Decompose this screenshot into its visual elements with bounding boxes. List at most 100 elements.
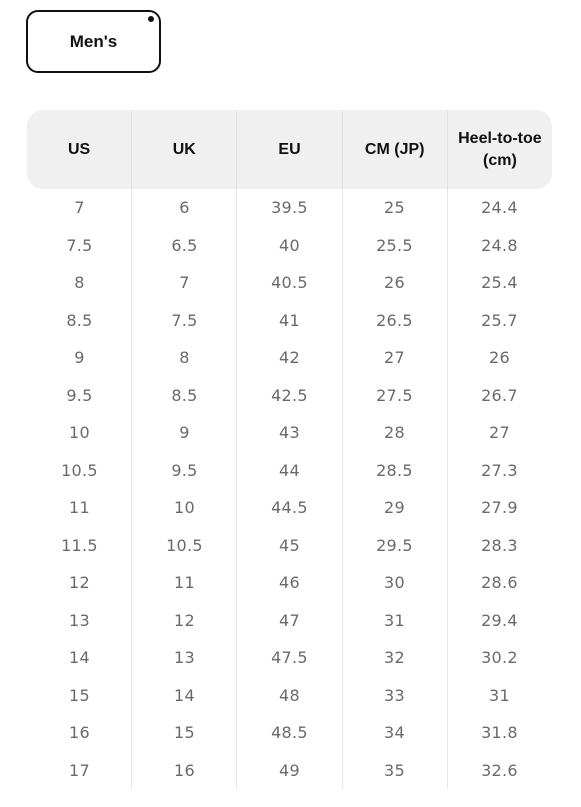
cell-uk: 8.5	[171, 385, 198, 405]
cell-eu: 42.5	[271, 385, 308, 405]
cell-us: 17	[69, 760, 90, 780]
cell-uk: 16	[174, 760, 195, 780]
cell-heel-to-toe: 24.4	[481, 198, 518, 218]
cell-cm-jp: 35	[384, 760, 405, 780]
size-chart-table: US UK EU CM (JP) Heel-to-toe (cm) 7 6 39.5…	[27, 110, 552, 789]
table-row: 14 13 47.5 32 30.2	[27, 639, 552, 677]
cell-uk: 15	[174, 723, 195, 743]
cell-heel-to-toe: 24.8	[481, 235, 518, 255]
cell-heel-to-toe: 29.4	[481, 610, 518, 630]
cell-cm-jp: 26.5	[376, 310, 413, 330]
table-row: 15 14 48 33 31	[27, 677, 552, 715]
cell-eu: 41	[279, 310, 300, 330]
cell-heel-to-toe: 27.3	[481, 460, 518, 480]
cell-heel-to-toe: 25.4	[481, 273, 518, 293]
cell-us: 7.5	[66, 235, 93, 255]
table-row: 13 12 47 31 29.4	[27, 602, 552, 640]
column-header-cm-jp: CM (JP)	[343, 110, 448, 189]
column-header-us: US	[27, 110, 133, 189]
cell-cm-jp: 29.5	[376, 535, 413, 555]
cell-us: 12	[69, 573, 90, 593]
cell-heel-to-toe: 25.7	[481, 310, 518, 330]
cell-uk: 8	[179, 348, 190, 368]
cell-us: 14	[69, 648, 90, 668]
column-header-eu: EU	[237, 110, 343, 189]
cell-eu: 46	[279, 573, 300, 593]
cell-heel-to-toe: 31	[489, 685, 510, 705]
cell-uk: 10	[174, 498, 195, 518]
cell-uk: 13	[174, 648, 195, 668]
cell-us: 8.5	[66, 310, 93, 330]
cell-cm-jp: 27	[384, 348, 405, 368]
cell-eu: 48	[279, 685, 300, 705]
cell-uk: 6.5	[171, 235, 198, 255]
table-row: 7.5 6.5 40 25.5 24.8	[27, 227, 552, 265]
cell-eu: 48.5	[271, 723, 308, 743]
cell-eu: 40.5	[271, 273, 308, 293]
cell-uk: 6	[179, 198, 190, 218]
gender-tab-group: Men's	[26, 10, 161, 73]
cell-uk: 14	[174, 685, 195, 705]
cell-heel-to-toe: 26	[489, 348, 510, 368]
cell-eu: 40	[279, 235, 300, 255]
cell-us: 15	[69, 685, 90, 705]
cell-heel-to-toe: 27	[489, 423, 510, 443]
cell-cm-jp: 30	[384, 573, 405, 593]
cell-cm-jp: 28	[384, 423, 405, 443]
active-indicator-dot	[148, 16, 154, 22]
cell-uk: 11	[174, 573, 195, 593]
table-row: 10.5 9.5 44 28.5 27.3	[27, 452, 552, 490]
cell-eu: 44	[279, 460, 300, 480]
tab-mens-label: Men's	[69, 31, 118, 51]
cell-us: 9	[74, 348, 85, 368]
table-row: 7 6 39.5 25 24.4	[27, 189, 552, 227]
cell-us: 11.5	[61, 535, 98, 555]
cell-uk: 7	[179, 273, 190, 293]
table-row: 8.5 7.5 41 26.5 25.7	[27, 302, 552, 340]
cell-heel-to-toe: 26.7	[481, 385, 518, 405]
cell-us: 16	[69, 723, 90, 743]
cell-cm-jp: 32	[384, 648, 405, 668]
cell-uk: 7.5	[171, 310, 198, 330]
table-row: 9 8 42 27 26	[27, 339, 552, 377]
cell-cm-jp: 34	[384, 723, 405, 743]
cell-uk: 9.5	[171, 460, 198, 480]
column-header-heel-to-toe: Heel-to-toe (cm)	[458, 129, 542, 169]
table-header: US UK EU CM (JP) Heel-to-toe (cm)	[27, 110, 552, 189]
cell-us: 13	[69, 610, 90, 630]
cell-eu: 39.5	[271, 198, 308, 218]
cell-uk: 9	[179, 423, 190, 443]
cell-eu: 45	[279, 535, 300, 555]
cell-us: 11	[69, 498, 90, 518]
cell-heel-to-toe: 28.6	[481, 573, 518, 593]
cell-uk: 12	[174, 610, 195, 630]
cell-eu: 43	[279, 423, 300, 443]
table-row: 11.5 10.5 45 29.5 28.3	[27, 527, 552, 565]
cell-us: 10	[69, 423, 90, 443]
cell-cm-jp: 33	[384, 685, 405, 705]
cell-eu: 47.5	[271, 648, 308, 668]
table-row: 16 15 48.5 34 31.8	[27, 714, 552, 752]
cell-cm-jp: 31	[384, 610, 405, 630]
cell-cm-jp: 25	[384, 198, 405, 218]
table-row: 11 10 44.5 29 27.9	[27, 489, 552, 527]
cell-cm-jp: 28.5	[376, 460, 413, 480]
tab-mens[interactable]: Men's	[26, 10, 161, 73]
table-row: 9.5 8.5 42.5 27.5 26.7	[27, 377, 552, 415]
cell-us: 9.5	[66, 385, 93, 405]
cell-us: 7	[74, 198, 85, 218]
cell-heel-to-toe: 31.8	[481, 723, 518, 743]
cell-uk: 10.5	[166, 535, 203, 555]
cell-us: 10.5	[61, 460, 98, 480]
table-row: 8 7 40.5 26 25.4	[27, 264, 552, 302]
cell-heel-to-toe: 32.6	[481, 760, 518, 780]
cell-cm-jp: 29	[384, 498, 405, 518]
cell-cm-jp: 27.5	[376, 385, 413, 405]
cell-heel-to-toe: 27.9	[481, 498, 518, 518]
cell-eu: 44.5	[271, 498, 308, 518]
table-row: 17 16 49 35 32.6	[27, 752, 552, 790]
cell-heel-to-toe: 28.3	[481, 535, 518, 555]
table-body: 7 6 39.5 25 24.4 7.5 6.5 40 25.5 24.8 8 7 40.5 26 25.4…	[27, 189, 552, 789]
cell-heel-to-toe: 30.2	[481, 648, 518, 668]
cell-eu: 42	[279, 348, 300, 368]
